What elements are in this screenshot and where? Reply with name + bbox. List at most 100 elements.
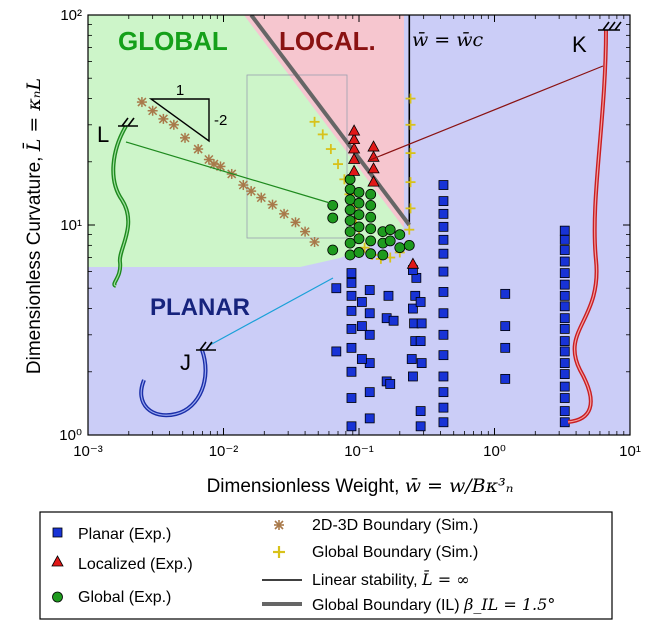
global-point	[365, 248, 377, 260]
x-tick-label: 10⁻¹	[344, 443, 374, 460]
series-square	[331, 180, 570, 432]
boundary-2d3d-point	[309, 236, 320, 247]
localized-point	[367, 150, 380, 162]
global-boundary-sim-point	[405, 93, 416, 104]
planar-point	[385, 379, 396, 389]
planar-point	[364, 387, 375, 398]
planar-point	[438, 248, 449, 259]
boundary-2d3d-point	[300, 226, 311, 237]
plot-area	[88, 15, 630, 435]
global-boundary-sim-point	[309, 116, 320, 127]
planar-point	[438, 221, 449, 232]
planar-point	[346, 290, 357, 301]
planar-point	[364, 413, 375, 424]
boundary-2d3d-point	[147, 105, 158, 116]
region-label-global: GLOBAL	[118, 26, 228, 56]
planar-point	[559, 245, 570, 255]
global-region	[88, 15, 404, 267]
boundary-2d3d-point	[158, 113, 169, 124]
legend-marker-localized	[51, 555, 64, 567]
planar-point	[559, 301, 570, 312]
boundary-2d3d-point	[180, 132, 191, 143]
legend-global-boundary-il-math: β_IL = 1.5°	[463, 595, 555, 614]
legend: Planar (Exp.) Localized (Exp.) Global (E…	[39, 511, 613, 620]
global-point	[344, 204, 356, 216]
planar-point	[346, 366, 357, 377]
planar-point	[331, 346, 342, 357]
legend-marker-planar	[52, 527, 63, 538]
planar-point	[438, 208, 449, 219]
planar-point	[408, 371, 418, 382]
planar-point	[356, 354, 367, 364]
planar-point	[500, 373, 511, 384]
planar-point	[438, 402, 449, 413]
legend-linear-stability-math: L̄ = ∞	[421, 568, 470, 589]
global-boundary-sim-point	[404, 224, 415, 235]
global-point	[353, 197, 365, 209]
global-point	[394, 229, 406, 241]
global-boundary-sim-point	[317, 129, 328, 140]
global-boundary-sim-point	[325, 144, 336, 155]
planar-point	[438, 329, 449, 340]
planar-point	[364, 308, 375, 319]
planar-point	[331, 283, 342, 294]
planar-point	[416, 358, 427, 368]
rod-curve-K-highlight	[567, 29, 607, 423]
planar-point	[346, 324, 357, 334]
planar-point	[388, 315, 399, 326]
region-label-planar: PLANAR	[150, 294, 250, 321]
rod-curve-L-highlight	[112, 125, 129, 287]
planar-point	[559, 268, 570, 279]
global-point	[344, 226, 356, 238]
localized-point	[347, 124, 361, 136]
planar-point	[559, 358, 570, 368]
planar-point	[415, 406, 426, 416]
leader-line-J	[209, 277, 334, 346]
planar-point	[438, 287, 449, 297]
legend-label-2d3d: 2D-3D Boundary (Sim.)	[312, 517, 478, 534]
planar-point	[356, 297, 367, 307]
planar-point	[438, 234, 449, 245]
series-layer	[136, 93, 570, 432]
planar-point	[346, 278, 357, 288]
rod-curve-J-highlight	[140, 349, 207, 416]
boundary-2d3d-point	[279, 208, 290, 219]
planar-point	[346, 342, 357, 353]
legend-label-global: Global (Exp.)	[78, 589, 171, 606]
global-point	[365, 211, 377, 223]
global-point	[344, 237, 356, 249]
localized-point	[347, 152, 361, 164]
slope-run-label: 1	[176, 82, 184, 99]
planar-point	[559, 290, 570, 301]
planar-point	[410, 290, 421, 301]
planar-point	[559, 393, 570, 403]
planar-point	[356, 321, 367, 332]
planar-point	[500, 342, 511, 353]
planar-point	[559, 313, 570, 324]
slope-rise-label: -2	[214, 112, 227, 129]
planar-point	[438, 387, 449, 398]
clamp-icon-L	[118, 117, 138, 127]
global-boundary-il-line	[249, 15, 411, 227]
planar-point	[500, 288, 511, 299]
y-axis-label-math: L̄ = κₙL	[22, 78, 45, 152]
global-point	[344, 173, 356, 185]
planar-point	[438, 180, 449, 190]
boundary-2d3d-point	[168, 119, 179, 130]
x-tick-label: 10¹	[619, 443, 641, 460]
legend-label-global-boundary-il: Global Boundary (IL) β_IL = 1.5°	[312, 595, 555, 614]
x-axis-label-math: w̄ = w/Bκ³ₙ	[405, 475, 514, 497]
global-boundary-sim-point	[405, 119, 416, 130]
planar-point	[346, 268, 357, 279]
global-point	[384, 224, 396, 236]
planar-point	[500, 321, 511, 332]
x-axis-label-text: Dimensionless Weight,	[207, 476, 400, 497]
y-axis-label-text: Dimensionless Curvature,	[24, 157, 45, 375]
boundary-2d3d-point	[267, 199, 278, 210]
series-triangle	[347, 124, 420, 269]
global-point	[377, 249, 389, 261]
legend-marker-global	[52, 591, 63, 603]
planar-point	[438, 417, 449, 428]
planar-point	[559, 225, 570, 236]
